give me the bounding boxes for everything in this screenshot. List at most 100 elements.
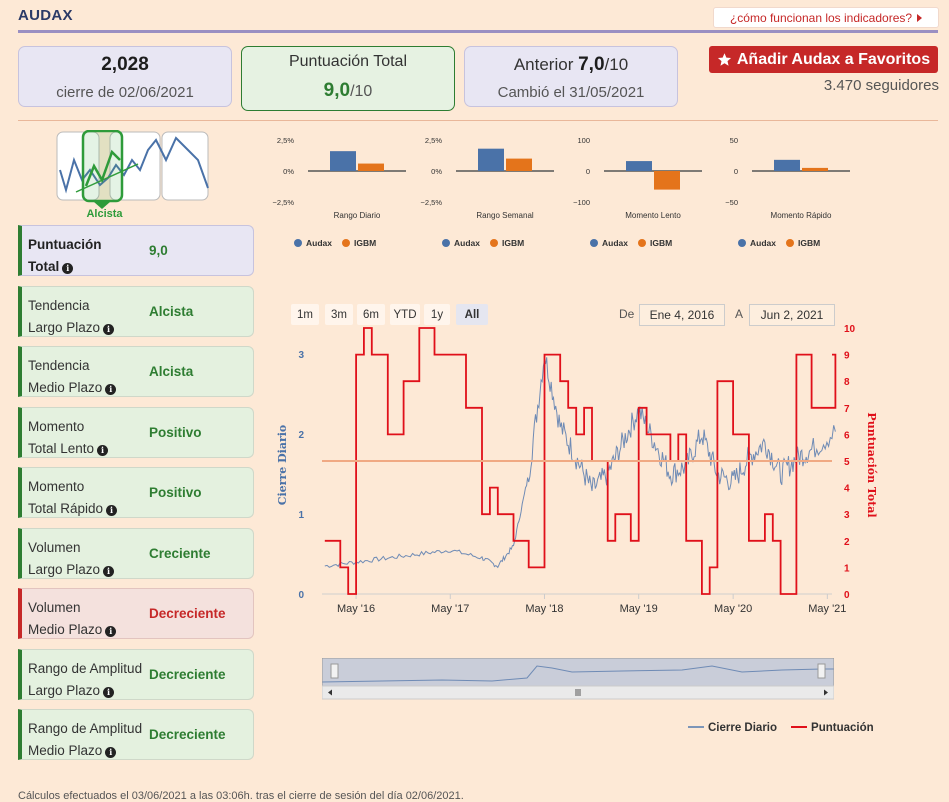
info-icon[interactable]: i	[105, 747, 117, 758]
range-button[interactable]: YTD	[390, 304, 420, 325]
y2-tick-label: 8	[844, 377, 850, 388]
y2-tick-label: 9	[844, 351, 850, 362]
mini-tick-label: 0	[734, 167, 738, 176]
total-score-max: /10	[350, 83, 373, 100]
x-tick-label: May '16	[337, 603, 375, 615]
previous-score-max: /10	[604, 55, 629, 74]
mini-bar-audax[interactable]	[478, 148, 504, 171]
mini-chart: 2,5% 0% −2,5% Rango Diario	[273, 136, 406, 220]
y2-tick-label: 4	[844, 484, 850, 495]
close-price-line[interactable]	[324, 357, 836, 569]
help-indicators-link[interactable]: ¿cómo funcionan los indicadores?	[713, 7, 939, 28]
x-tick-label: May '21	[808, 603, 846, 615]
to-date-input[interactable]: Jun 2, 2021	[749, 304, 835, 326]
close-date: cierre de 02/06/2021	[56, 84, 194, 101]
from-date-input[interactable]: Ene 4, 2016	[639, 304, 725, 326]
legend-dot	[590, 239, 598, 247]
mini-chart-title: Momento Rápido	[771, 211, 832, 220]
range-button[interactable]: 1m	[291, 304, 319, 325]
indicator-name: Momento Total Lento i	[28, 416, 153, 460]
mini-tick-label: 0%	[283, 167, 294, 176]
indicator-card: Rango de Amplitud Medio Plazo i Decreciente	[18, 709, 254, 760]
mini-bar-igbm[interactable]	[654, 171, 680, 190]
indicator-name-line2: Largo Plazo	[28, 320, 101, 335]
legend-igbm[interactable]: IGBM	[489, 238, 524, 248]
page-title: AUDAX	[18, 7, 73, 24]
info-icon[interactable]: i	[106, 505, 118, 516]
indicator-card: Volumen Medio Plazo i Decreciente	[18, 588, 254, 639]
previous-score: Anterior 7,0/10	[465, 54, 677, 76]
range-button[interactable]: 6m	[357, 304, 385, 325]
mini-chart-legend: Audax IGBM	[442, 238, 524, 248]
mini-chart-legend: Audax IGBM	[590, 238, 672, 248]
mini-bar-audax[interactable]	[626, 161, 652, 171]
info-icon[interactable]: i	[105, 384, 117, 395]
header-divider	[18, 30, 938, 33]
indicator-name-line1: Volumen	[28, 540, 81, 555]
add-favorite-label: Añadir Audax a Favoritos	[736, 50, 931, 68]
mini-chart-title: Rango Diario	[334, 211, 381, 220]
indicator-card: Momento Total Lento i Positivo	[18, 407, 254, 458]
legend-audax[interactable]: Audax	[442, 238, 480, 248]
score-line[interactable]	[324, 327, 837, 595]
previous-score-card: Anterior 7,0/10 Cambió el 31/05/2021	[464, 46, 678, 107]
scroll-right-icon[interactable]	[824, 689, 828, 696]
total-score-value: 9,0/10	[242, 80, 454, 102]
legend-audax[interactable]: Audax	[590, 238, 628, 248]
mini-bar-audax[interactable]	[774, 159, 800, 171]
navigator-right-handle[interactable]	[817, 663, 826, 679]
y2-tick-label: 2	[844, 537, 850, 548]
legend-audax[interactable]: Audax	[294, 238, 332, 248]
info-icon[interactable]: i	[103, 566, 115, 577]
legend-label: Audax	[602, 238, 628, 248]
indicator-value: Alcista	[149, 304, 194, 319]
legend-igbm[interactable]: IGBM	[637, 238, 672, 248]
total-score-number: 9,0	[323, 80, 351, 101]
close-value: 2,028	[101, 54, 149, 75]
mini-tick-label: 0%	[431, 167, 442, 176]
indicator-name-line1: Tendencia	[28, 298, 90, 313]
mini-bar-audax[interactable]	[330, 151, 356, 171]
trend-panel-right	[161, 131, 209, 201]
range-button[interactable]: 1y	[424, 304, 450, 325]
legend-dot	[738, 239, 746, 247]
legend-close[interactable]: Cierre Diario	[688, 722, 777, 734]
legend-igbm[interactable]: IGBM	[785, 238, 820, 248]
indicator-card: Rango de Amplitud Largo Plazo i Decreciente	[18, 649, 254, 700]
mini-bar-igbm[interactable]	[358, 163, 384, 171]
legend-igbm[interactable]: IGBM	[341, 238, 377, 248]
legend-label: Audax	[750, 238, 776, 248]
indicator-name-line1: Volumen	[28, 600, 81, 615]
range-button[interactable]: All	[456, 304, 488, 325]
section-divider	[18, 120, 938, 121]
navigator-left-handle[interactable]	[330, 663, 339, 679]
mini-tick-label: 0	[586, 167, 590, 176]
mini-bar-igbm[interactable]	[802, 167, 828, 171]
mini-bar-igbm[interactable]	[506, 158, 532, 171]
followers-count: 3.470 seguidores	[823, 77, 939, 94]
info-icon[interactable]: i	[97, 445, 109, 456]
close-price-card: 2,028 cierre de 02/06/2021	[18, 46, 232, 107]
star-icon	[717, 53, 731, 66]
info-icon[interactable]: i	[62, 263, 74, 274]
legend-label: Audax	[454, 238, 480, 248]
legend-score[interactable]: Puntuación	[791, 722, 874, 734]
info-icon[interactable]: i	[103, 687, 115, 698]
legend-label: IGBM	[353, 238, 377, 248]
mini-tick-label: 50	[730, 136, 738, 145]
info-icon[interactable]: i	[105, 626, 117, 637]
chart-navigator[interactable]	[322, 658, 834, 700]
legend-score-label: Puntuación	[811, 722, 874, 734]
indicator-value: Positivo	[149, 425, 202, 440]
legend-audax[interactable]: Audax	[738, 238, 776, 248]
scroll-left-icon[interactable]	[328, 689, 332, 696]
info-icon[interactable]: i	[103, 324, 115, 335]
y2-tick-label: 3	[844, 510, 850, 521]
main-chart[interactable]: May '16 May '17 May '18 May '19 May '20 May '…	[270, 322, 890, 622]
previous-score-number: 7,0	[578, 54, 605, 75]
indicator-card: Momento Total Rápido i Positivo	[18, 467, 254, 518]
range-button[interactable]: 3m	[325, 304, 353, 325]
add-favorite-button[interactable]: Añadir Audax a Favoritos	[709, 46, 938, 73]
indicator-name-line2: Medio Plazo	[28, 380, 103, 395]
y2-axis-title: Puntuación Total	[865, 412, 878, 517]
